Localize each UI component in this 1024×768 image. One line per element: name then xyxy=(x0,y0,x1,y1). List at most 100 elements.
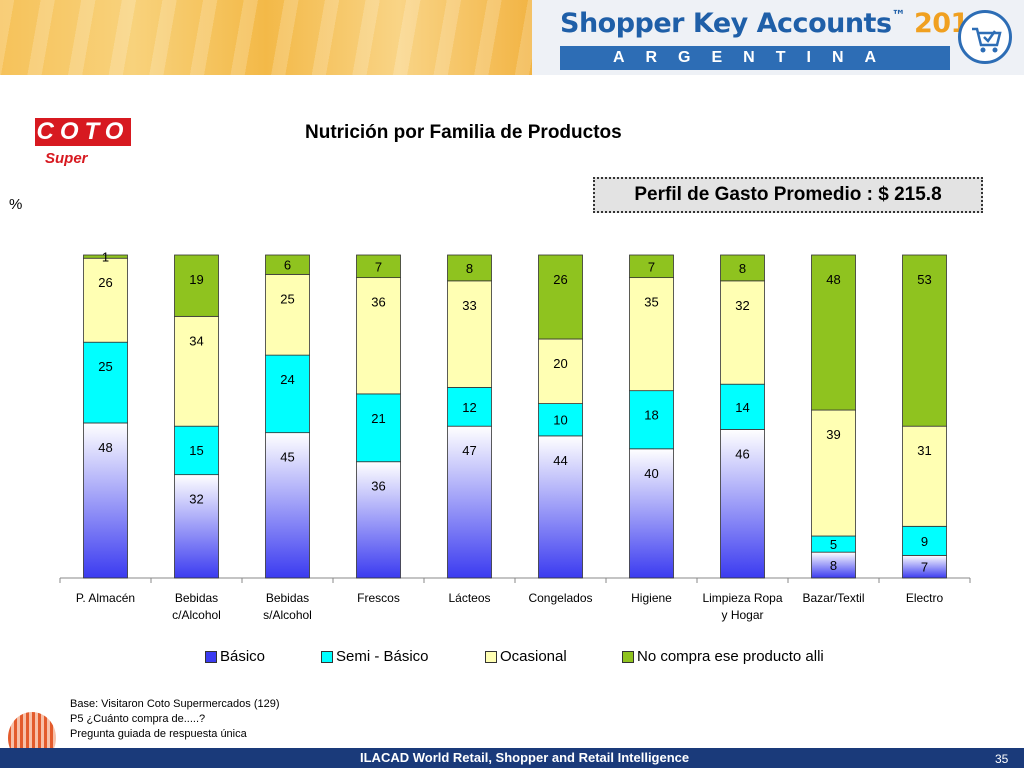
bar-segment xyxy=(629,448,674,579)
bar-segment xyxy=(629,390,674,450)
shopping-cart-icon xyxy=(958,10,1012,64)
bar-segment xyxy=(811,254,856,411)
data-label: 7 xyxy=(921,560,928,575)
spending-profile-box: Perfil de Gasto Promedio : $ 215.8 xyxy=(593,177,983,213)
data-label: 5 xyxy=(830,537,837,552)
data-label: 33 xyxy=(462,298,476,313)
data-label: 6 xyxy=(284,258,291,273)
bar-segment xyxy=(720,383,765,430)
brand-main-text: Shopper Key Accounts xyxy=(560,8,892,39)
bar-segment xyxy=(538,403,583,437)
bar-segment xyxy=(902,254,947,427)
category-label: P. Almacén xyxy=(76,591,135,605)
category-label: Electro xyxy=(906,591,944,605)
category-label: s/Alcohol xyxy=(263,608,312,622)
data-label: 18 xyxy=(644,408,658,423)
data-label: 45 xyxy=(280,450,294,465)
bar-segment xyxy=(83,257,128,343)
category-label: Congelados xyxy=(528,591,592,605)
bar-segment xyxy=(83,341,128,424)
page-number: 35 xyxy=(995,752,1009,766)
data-label: 12 xyxy=(462,400,476,415)
category-label: Limpieza Ropa xyxy=(702,591,782,605)
data-label: 19 xyxy=(189,272,203,287)
bar-segment xyxy=(811,551,856,579)
data-label: 48 xyxy=(98,440,112,455)
data-label: 48 xyxy=(826,272,840,287)
coto-logo: COTO xyxy=(35,118,131,146)
bar-segment xyxy=(83,254,128,259)
legend-swatch xyxy=(622,651,634,663)
brand-title: Shopper Key Accounts™ 2011 xyxy=(560,8,988,39)
data-label: 46 xyxy=(735,446,749,461)
bar-segment xyxy=(265,273,310,356)
data-label: 15 xyxy=(189,443,203,458)
footer-bar xyxy=(0,748,1024,768)
category-label: y Hogar xyxy=(721,608,763,622)
bar-segment xyxy=(538,338,583,404)
bar-segment xyxy=(265,354,310,434)
bar-segment xyxy=(356,277,401,395)
footnote-question: P5 ¿Cuánto compra de.....? xyxy=(70,713,206,725)
data-label: 10 xyxy=(553,413,567,428)
data-label: 1 xyxy=(102,250,109,265)
percent-axis-label: % xyxy=(9,196,23,213)
category-label: Frescos xyxy=(357,591,400,605)
data-label: 32 xyxy=(189,492,203,507)
footnote-guide: Pregunta guiada de respuesta única xyxy=(70,728,247,740)
data-label: 32 xyxy=(735,298,749,313)
bar-segment xyxy=(356,254,401,279)
footnotes: Base: Visitaron Coto Supermercados (129)… xyxy=(70,697,280,742)
category-label: Bebidas xyxy=(266,591,309,605)
legend-swatch xyxy=(321,651,333,663)
bar-segment xyxy=(174,254,219,317)
data-label: 34 xyxy=(189,333,203,348)
category-label: Bazar/Textil xyxy=(802,591,864,605)
bar-segment xyxy=(538,254,583,340)
footnote-base: Base: Visitaron Coto Supermercados (129) xyxy=(70,698,280,710)
data-label: 47 xyxy=(462,443,476,458)
data-label: 8 xyxy=(739,261,746,276)
data-label: 20 xyxy=(553,356,567,371)
data-label: 9 xyxy=(921,534,928,549)
bar-segment xyxy=(720,280,765,385)
data-label: 21 xyxy=(371,411,385,426)
bar-segment xyxy=(629,254,674,279)
data-label: 14 xyxy=(735,400,749,415)
legend-label: No compra ese producto alli xyxy=(637,648,824,665)
category-label: c/Alcohol xyxy=(172,608,221,622)
bar-segment xyxy=(356,461,401,579)
bar-segment xyxy=(174,315,219,427)
data-label: 25 xyxy=(280,291,294,306)
data-label: 25 xyxy=(98,359,112,374)
bar-segment xyxy=(174,474,219,579)
bar-segment xyxy=(629,277,674,392)
data-label: 36 xyxy=(371,295,385,310)
stacked-bar-chart: 48 25 26 1 P. Almacén 32 15 34 19 Bebidas c/Alcoho… xyxy=(59,250,971,622)
data-label: 8 xyxy=(830,558,837,573)
legend-label: Semi - Básico xyxy=(336,648,429,665)
footer-text: ILACAD World Retail, Shopper and Retail … xyxy=(360,750,690,765)
data-label: 7 xyxy=(375,259,382,274)
data-label: 53 xyxy=(917,272,931,287)
data-label: 26 xyxy=(553,272,567,287)
coto-logo-sub: Super xyxy=(45,150,88,167)
data-label: 24 xyxy=(280,372,294,387)
brand-country: ARGENTINA xyxy=(560,46,950,70)
legend-swatch xyxy=(485,651,497,663)
bar-segment xyxy=(356,393,401,463)
bar-segment xyxy=(720,254,765,282)
data-label: 36 xyxy=(371,479,385,494)
data-label: 35 xyxy=(644,295,658,310)
bar-segment xyxy=(902,425,947,527)
data-label: 26 xyxy=(98,275,112,290)
data-label: 7 xyxy=(648,259,655,274)
data-label: 40 xyxy=(644,466,658,481)
category-label: Lácteos xyxy=(448,591,490,605)
chart-title: Nutrición por Familia de Productos xyxy=(305,122,622,143)
bar-segment xyxy=(902,525,947,556)
data-label: 44 xyxy=(553,453,567,468)
data-label: 31 xyxy=(917,443,931,458)
legend-swatch xyxy=(205,651,217,663)
brand-trademark: ™ xyxy=(891,8,906,24)
